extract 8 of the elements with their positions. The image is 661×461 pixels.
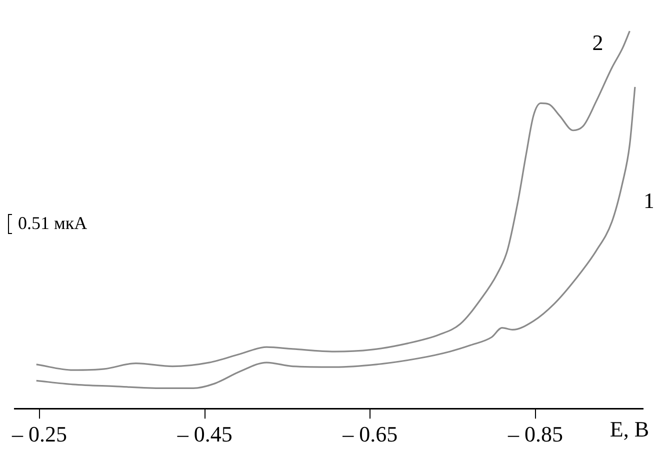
series-label: 1 (643, 188, 654, 213)
x-tick-label: – 0.85 (507, 422, 564, 447)
x-axis-title: E, B (610, 416, 649, 442)
series-label: 2 (592, 30, 604, 55)
x-tick-label: – 0.45 (176, 422, 232, 447)
annotation: 0.51 мкА (18, 213, 88, 234)
x-tick-label: – 0.65 (342, 422, 398, 447)
x-tick-label: – 0.25 (11, 422, 67, 447)
